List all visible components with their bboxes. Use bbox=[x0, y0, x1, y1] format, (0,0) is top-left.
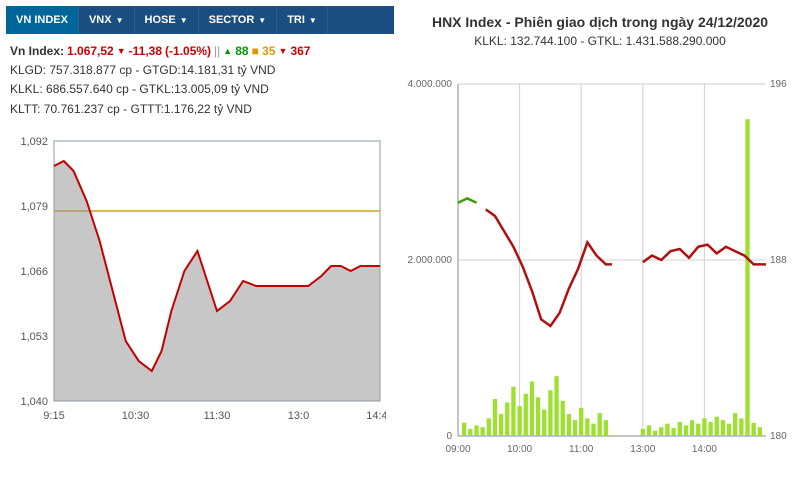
chevron-down-icon: ▼ bbox=[258, 16, 266, 25]
svg-text:1,040: 1,040 bbox=[20, 396, 48, 408]
index-value: 1.067,52 bbox=[67, 42, 114, 61]
chevron-down-icon: ▼ bbox=[309, 16, 317, 25]
tab-vnx[interactable]: VNX▼ bbox=[79, 6, 135, 34]
separator: || bbox=[214, 42, 220, 61]
svg-text:188: 188 bbox=[770, 255, 787, 266]
svg-text:14:00: 14:00 bbox=[692, 444, 717, 455]
chevron-down-icon: ▼ bbox=[180, 16, 188, 25]
right-title: HNX Index - Phiên giao dịch trong ngày 2… bbox=[406, 14, 794, 30]
svg-text:1,079: 1,079 bbox=[20, 201, 48, 213]
svg-text:10:00: 10:00 bbox=[507, 444, 532, 455]
svg-text:2.000.000: 2.000.000 bbox=[408, 255, 453, 266]
svg-text:1,066: 1,066 bbox=[20, 266, 48, 278]
down-triangle-icon: ▼ bbox=[279, 44, 288, 58]
left-chart: 1,040 1,053 1,066 1,079 1,092 9:15 10:30 11:30 1… bbox=[6, 135, 386, 425]
flat-count: ■ 35 bbox=[252, 42, 276, 61]
up-count: 88 bbox=[235, 42, 248, 61]
tab-vn-index[interactable]: VN INDEX bbox=[6, 6, 79, 34]
svg-text:1,092: 1,092 bbox=[20, 136, 48, 148]
tab-tri[interactable]: TRI▼ bbox=[277, 6, 328, 34]
stats-klkl: KLKL: 686.557.640 cp - GTKL:13.005,09 tỷ… bbox=[10, 80, 390, 99]
left-panel: VN INDEXVNX▼HOSE▼SECTOR▼TRI▼ Vn Index: 1… bbox=[0, 0, 400, 500]
tab-hose[interactable]: HOSE▼ bbox=[135, 6, 199, 34]
svg-text:11:00: 11:00 bbox=[569, 444, 594, 455]
stats-kltt: KLTT: 70.761.237 cp - GTTT:1.176,22 tỷ V… bbox=[10, 100, 390, 119]
index-pct: (-1.05%) bbox=[165, 42, 211, 61]
svg-text:1,053: 1,053 bbox=[20, 331, 48, 343]
svg-text:13:00: 13:00 bbox=[630, 444, 655, 455]
svg-text:13:0: 13:0 bbox=[288, 410, 309, 422]
tab-sector[interactable]: SECTOR▼ bbox=[199, 6, 278, 34]
index-label: Vn Index: bbox=[10, 42, 64, 61]
up-triangle-icon: ▲ bbox=[223, 44, 232, 58]
svg-text:180: 180 bbox=[770, 431, 787, 442]
svg-text:09:00: 09:00 bbox=[445, 444, 470, 455]
right-subtitle: KLKL: 132.744.100 - GTKL: 1.431.588.290.… bbox=[406, 34, 794, 48]
svg-text:9:15: 9:15 bbox=[43, 410, 64, 422]
stats-klgd: KLGD: 757.318.877 cp - GTGD:14.181,31 tỷ… bbox=[10, 61, 390, 80]
right-chart: 0 2.000.000 4.000.000 180 188 196 09:00 10:00 11… bbox=[406, 78, 786, 458]
index-change: -11,38 bbox=[129, 42, 162, 61]
svg-text:196: 196 bbox=[770, 79, 787, 90]
down-triangle-icon: ▼ bbox=[117, 44, 126, 58]
svg-text:11:30: 11:30 bbox=[204, 410, 231, 422]
svg-text:14:48: 14:48 bbox=[366, 410, 386, 422]
svg-text:0: 0 bbox=[446, 431, 452, 442]
stats-block: Vn Index: 1.067,52 ▼ -11,38 (-1.05%) || … bbox=[6, 34, 394, 127]
chevron-down-icon: ▼ bbox=[116, 16, 124, 25]
svg-text:4.000.000: 4.000.000 bbox=[408, 79, 453, 90]
index-tabs: VN INDEXVNX▼HOSE▼SECTOR▼TRI▼ bbox=[6, 6, 394, 34]
down-count: 367 bbox=[290, 42, 310, 61]
right-panel: HNX Index - Phiên giao dịch trong ngày 2… bbox=[400, 0, 800, 500]
svg-text:10:30: 10:30 bbox=[122, 410, 150, 422]
